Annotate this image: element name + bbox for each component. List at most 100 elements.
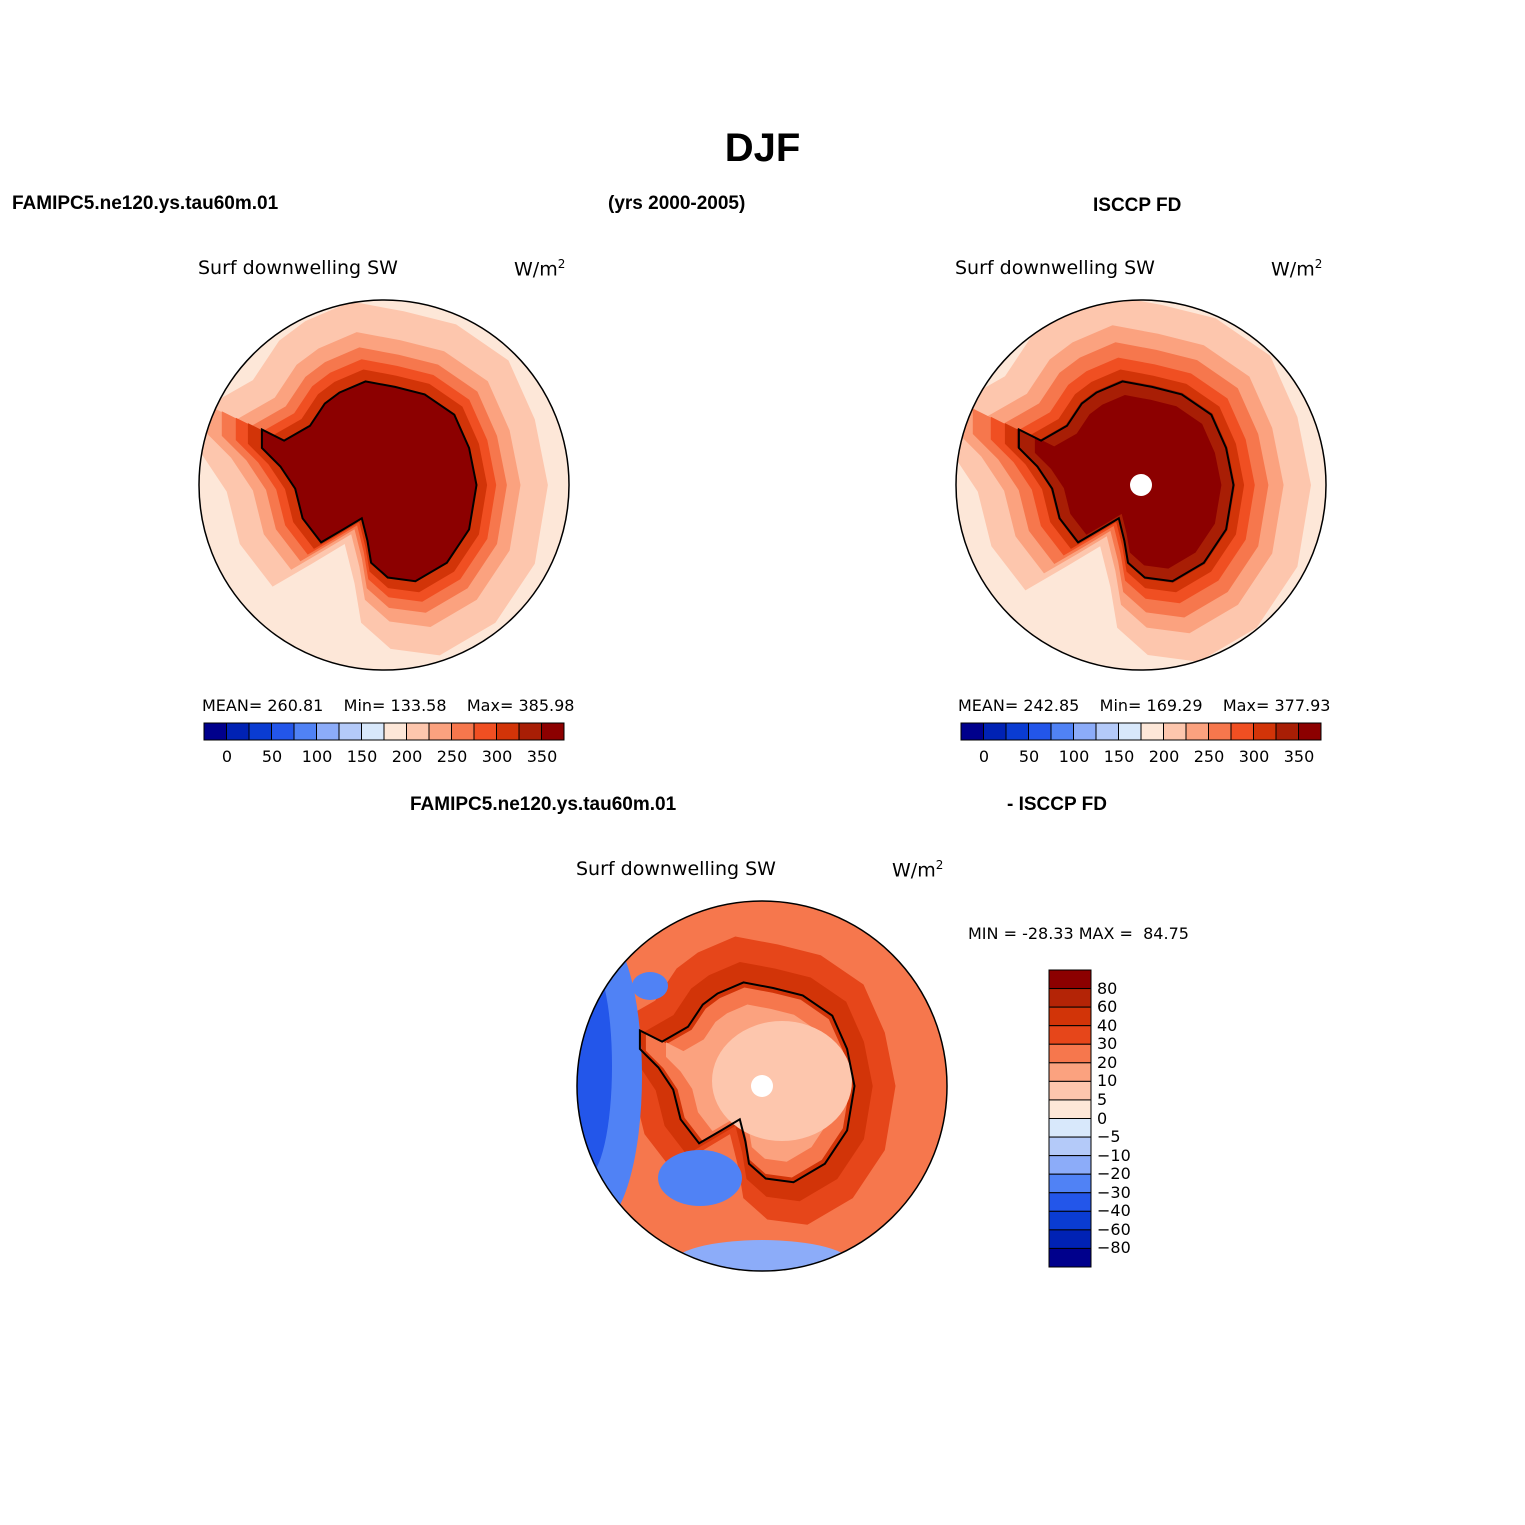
panel3-colorbar-cell bbox=[1048, 1136, 1092, 1157]
panel3-units: W/m2 bbox=[892, 858, 944, 882]
panel3-colorbar-cell bbox=[1048, 1247, 1092, 1268]
panel1-colorbar-cell bbox=[203, 722, 227, 741]
colorbar-tick-label: 350 bbox=[526, 747, 558, 766]
panel3-colorbar-cell bbox=[1048, 1155, 1092, 1175]
diff-case-label-left: FAMIPC5.ne120.ys.tau60m.01 bbox=[410, 794, 677, 815]
colorbar-tick-label: 0 bbox=[1097, 1108, 1108, 1128]
panel3-colorbar-cell bbox=[1048, 1043, 1092, 1064]
panel1-coastline bbox=[260, 380, 478, 583]
panel1-colorbar-cell bbox=[226, 722, 250, 741]
panel1-colorbar-cell bbox=[473, 722, 497, 741]
panel2-map bbox=[955, 299, 1327, 741]
colorbar-tick-label: 50 bbox=[1018, 747, 1040, 766]
panel2-colorbar-cell bbox=[1140, 722, 1164, 741]
colorbar-tick-label: 10 bbox=[1097, 1071, 1118, 1091]
panel2-colorbar-cell bbox=[1118, 722, 1142, 741]
panel3-colorbar-cell bbox=[1048, 1229, 1092, 1249]
panel1-colorbar-cell bbox=[271, 722, 295, 741]
colorbar-tick-label: 300 bbox=[1238, 747, 1270, 766]
panel2-colorbar-cell bbox=[1095, 722, 1119, 741]
colorbar-tick-label: 200 bbox=[391, 747, 423, 766]
panel3-title: Surf downwelling SW bbox=[576, 858, 776, 880]
panel2-colorbar-cell bbox=[1185, 722, 1209, 741]
top-right-case-label: ISCCP FD bbox=[1093, 195, 1182, 216]
colorbar-tick-label: −60 bbox=[1097, 1219, 1131, 1239]
panel3-colorbar-cell bbox=[1048, 1118, 1092, 1138]
panel1-colorbar-cell bbox=[406, 722, 430, 741]
diff-case-label-right: - ISCCP FD bbox=[1007, 794, 1107, 815]
panel2-colorbar-cell bbox=[1050, 722, 1074, 741]
top-left-case-label: FAMIPC5.ne120.ys.tau60m.01 bbox=[12, 193, 279, 214]
panel1-contour-6 bbox=[261, 381, 477, 582]
panel1-colorbar-cell bbox=[541, 722, 565, 741]
panel3-interior-low bbox=[712, 1021, 852, 1141]
panel3-colorbar-cell bbox=[1048, 988, 1092, 1008]
panel2-colorbar-cell bbox=[1253, 722, 1277, 741]
panel1-colorbar-cell bbox=[496, 722, 520, 741]
panel2-units: W/m2 bbox=[1271, 257, 1323, 281]
colorbar-tick-label: 0 bbox=[978, 747, 990, 766]
panel3-colorbar-cell bbox=[1048, 1173, 1092, 1194]
panel3-coastline bbox=[638, 981, 856, 1184]
panel3-colorbar-cell bbox=[1048, 1210, 1092, 1231]
panel2-stats: MEAN= 242.85 Min= 169.29 Max= 377.93 bbox=[958, 696, 1331, 715]
panel2-colorbar-cell bbox=[983, 722, 1007, 741]
colorbar-tick-label: 200 bbox=[1148, 747, 1180, 766]
colorbar-tick-label: 100 bbox=[1058, 747, 1090, 766]
panel2-map-border bbox=[955, 299, 1327, 671]
panel1-colorbar-cell bbox=[316, 722, 340, 741]
panel2-colorbar-cell bbox=[1073, 722, 1097, 741]
colorbar-tick-label: −5 bbox=[1097, 1127, 1121, 1147]
panel3-colorbar-cell bbox=[1048, 1062, 1092, 1082]
panel1-map bbox=[198, 299, 570, 741]
panel2-colorbar-cell bbox=[1163, 722, 1187, 741]
panel2-colorbar-cell bbox=[1028, 722, 1052, 741]
panel3-colorbar-cell bbox=[1048, 1006, 1092, 1027]
colorbar-tick-label: 5 bbox=[1097, 1089, 1108, 1109]
colorbar-tick-label: 150 bbox=[346, 747, 378, 766]
colorbar-tick-label: 30 bbox=[1097, 1034, 1118, 1054]
panel3-colorbar-cell bbox=[1048, 969, 1092, 990]
years-label: (yrs 2000-2005) bbox=[608, 193, 746, 214]
panel1-title: Surf downwelling SW bbox=[198, 257, 398, 279]
colorbar-tick-label: 300 bbox=[481, 747, 513, 766]
panel3-neg-west-core bbox=[577, 956, 612, 1176]
panel2-coastline bbox=[1017, 380, 1235, 583]
panel3-colorbar-cell bbox=[1048, 1192, 1092, 1212]
colorbar-tick-label: 250 bbox=[436, 747, 468, 766]
colorbar-tick-label: −40 bbox=[1097, 1201, 1131, 1221]
panel2-contour-7 bbox=[1034, 395, 1222, 569]
panel2-colorbar-cell bbox=[960, 722, 984, 741]
panel1-colorbar-cell bbox=[338, 722, 362, 741]
colorbar-tick-label: −10 bbox=[1097, 1145, 1131, 1165]
colorbar-tick-label: −30 bbox=[1097, 1182, 1131, 1202]
panel2-title: Surf downwelling SW bbox=[955, 257, 1155, 279]
colorbar-tick-label: 20 bbox=[1097, 1052, 1118, 1072]
panel3-colorbar-cell bbox=[1048, 1080, 1092, 1101]
panel2-pole-missing bbox=[1130, 474, 1152, 496]
panel1-colorbar-cell bbox=[383, 722, 407, 741]
panel2-colorbar-cell bbox=[1275, 722, 1299, 741]
colorbar-tick-label: 150 bbox=[1103, 747, 1135, 766]
panel2-colorbar-cell bbox=[1208, 722, 1232, 741]
panel1-colorbar-cell bbox=[428, 722, 452, 741]
colorbar-tick-label: 60 bbox=[1097, 997, 1118, 1017]
panel1-map-border bbox=[198, 299, 570, 671]
panel3-neg-north bbox=[632, 972, 668, 1000]
panel1-stats: MEAN= 260.81 Min= 133.58 Max= 385.98 bbox=[202, 696, 575, 715]
panel3-pole-missing bbox=[751, 1075, 773, 1097]
panel2-colorbar-cell bbox=[1298, 722, 1322, 741]
colorbar-tick-label: 350 bbox=[1283, 747, 1315, 766]
colorbar-tick-label: 40 bbox=[1097, 1015, 1118, 1035]
colorbar-tick-label: −20 bbox=[1097, 1164, 1131, 1184]
figure-title: DJF bbox=[724, 126, 801, 170]
panel1-colorbar-cell bbox=[361, 722, 385, 741]
panel3-neg-bottom bbox=[672, 1240, 852, 1271]
panel1-colorbar-cell bbox=[451, 722, 475, 741]
panel3-colorbar-cell bbox=[1048, 1099, 1092, 1119]
panel1-colorbar-cell bbox=[518, 722, 542, 741]
colorbar-tick-label: 0 bbox=[221, 747, 233, 766]
colorbar-tick-label: 250 bbox=[1193, 747, 1225, 766]
colorbar-tick-label: 80 bbox=[1097, 978, 1118, 998]
